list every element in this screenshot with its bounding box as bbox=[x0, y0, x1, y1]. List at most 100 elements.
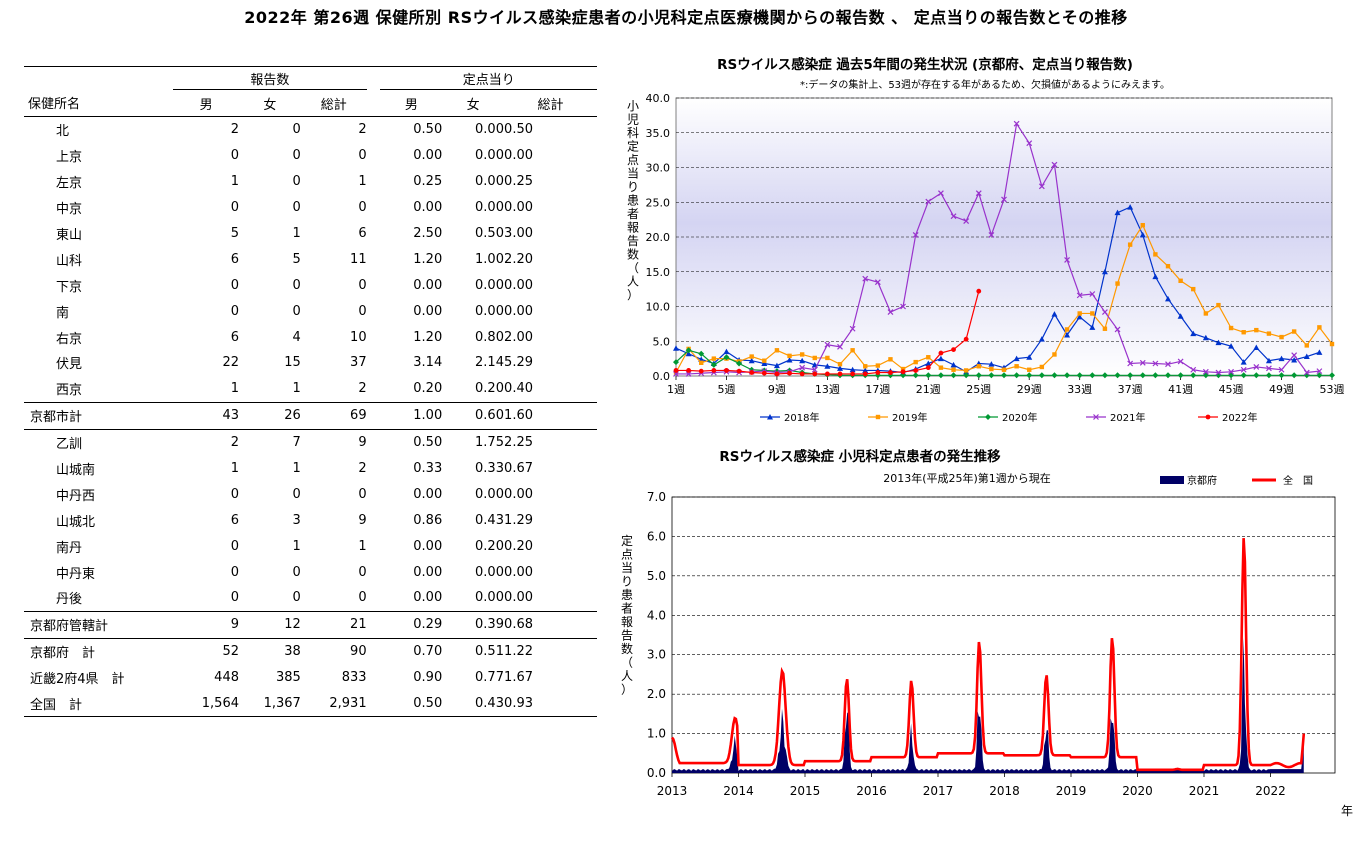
chart1-data-point bbox=[849, 325, 856, 332]
chart1-data-point bbox=[711, 356, 717, 361]
chart1-data-point bbox=[1291, 329, 1297, 334]
chart1-data-point bbox=[1215, 369, 1222, 376]
chart1-ytick-label: 30.0 bbox=[646, 162, 671, 175]
table-cell-name: 全国 計 bbox=[24, 690, 174, 718]
chart1-data-point bbox=[1114, 209, 1121, 216]
table-row: 南 0 0 0 0.00 0.00 0.00 bbox=[24, 298, 597, 324]
chart1-data-point bbox=[1254, 327, 1259, 333]
chart1-xtick-label: 5週 bbox=[717, 383, 735, 396]
table-cell-per-total: 0.00 bbox=[504, 148, 533, 164]
table-row: 全国 計 1,564 1,367 2,931 0.50 0.43 0.93 bbox=[24, 690, 597, 718]
table-cell-per-female: 0.00 bbox=[475, 564, 504, 580]
chart1-data-point bbox=[1329, 341, 1335, 347]
chart1-data-point bbox=[975, 372, 982, 379]
table-cell-total: 2 bbox=[358, 122, 367, 138]
table-cell-name: 右京 bbox=[56, 331, 83, 347]
table-cell-name: 乙訓 bbox=[56, 437, 83, 453]
chart1-data-point bbox=[900, 372, 907, 379]
chart1-data-point bbox=[1114, 372, 1121, 379]
chart1-xtick-label: 17週 bbox=[865, 383, 890, 396]
chart1-data-point bbox=[989, 366, 994, 372]
table-cell-name: 北 bbox=[56, 124, 70, 140]
table-cell-male: 0 bbox=[230, 538, 239, 554]
table-cell-total: 0 bbox=[358, 303, 367, 319]
chart1-data-point bbox=[1140, 222, 1145, 228]
table-cell-per-male: 1.20 bbox=[413, 329, 443, 345]
table-cell-per-total: 0.00 bbox=[504, 200, 533, 216]
chart2-kyoto-area bbox=[672, 637, 1304, 773]
chart1-data-point bbox=[1064, 257, 1071, 263]
chart1-data-point bbox=[1026, 354, 1033, 360]
chart1-data-point bbox=[1101, 309, 1108, 315]
table-cell-total: 2 bbox=[300, 375, 367, 403]
table-row: 北 2 0 2 0.50 0.00 0.50 bbox=[24, 117, 597, 143]
table-row: 山科 6 5 11 1.20 1.00 2.20 bbox=[24, 246, 597, 272]
table-cell-per-total: 1.67 bbox=[504, 670, 533, 686]
table-cell-female: 385 bbox=[275, 670, 301, 686]
chart1-data-point bbox=[724, 368, 729, 373]
chart1-xtick-label: 1週 bbox=[667, 383, 685, 396]
chart1-data-point bbox=[1013, 120, 1020, 127]
chart2-ytick-label: 3.0 bbox=[647, 648, 666, 662]
chart1-data-point bbox=[988, 361, 995, 367]
chart1-data-point bbox=[1064, 372, 1071, 379]
chart1-data-point bbox=[749, 370, 755, 375]
table-cell-male: 1,564 bbox=[173, 690, 239, 718]
table-cell-name: 京都府管轄計 bbox=[24, 611, 174, 639]
chart1-data-point bbox=[799, 364, 806, 371]
chart1-data-point bbox=[1038, 336, 1045, 342]
table-cell-name: 西京 bbox=[24, 375, 174, 403]
table-cell-female: 0 bbox=[292, 277, 301, 293]
chart1-data-point bbox=[950, 213, 957, 220]
chart1-data-point bbox=[799, 357, 806, 364]
col-header-name: 保健所名 bbox=[24, 89, 174, 117]
chart1-data-point bbox=[938, 350, 944, 356]
chart1-data-point bbox=[862, 367, 869, 373]
chart1-data-point bbox=[951, 347, 956, 352]
table-row: 中京 0 0 0 0.00 0.00 0.00 bbox=[24, 195, 597, 221]
chart1-xtick-label: 9週 bbox=[768, 383, 786, 396]
chart1-data-point bbox=[1115, 281, 1120, 286]
chart1-data-point bbox=[1291, 357, 1298, 363]
chart1-series-line-0 bbox=[675, 206, 1320, 374]
col-header-total: 総計 bbox=[300, 89, 367, 117]
table-spacer bbox=[366, 402, 381, 430]
table-cell-male: 1 bbox=[230, 461, 239, 477]
table-cell-female: 38 bbox=[284, 644, 301, 660]
chart1-data-point bbox=[1253, 364, 1260, 370]
table-row: 東山 5 1 6 2.50 0.50 3.00 bbox=[24, 221, 597, 247]
chart1-data-point bbox=[1102, 326, 1108, 331]
table-cell-per-male: 0.50 bbox=[413, 122, 443, 138]
table-cell-per-total: 0.68 bbox=[503, 611, 597, 639]
table-cell-female: 0 bbox=[292, 148, 301, 164]
chart1-legend-label: 2022年 bbox=[1222, 411, 1257, 424]
table-row: 山城南 1 1 2 0.33 0.33 0.67 bbox=[24, 456, 597, 482]
chart1-data-point bbox=[912, 231, 919, 238]
chart1-data-point bbox=[925, 365, 931, 371]
table-cell-per-total: 3.00 bbox=[504, 226, 533, 241]
chart1-data-point bbox=[963, 372, 970, 379]
chart1-data-point bbox=[1177, 313, 1184, 319]
chart1-data-point bbox=[736, 368, 742, 374]
col-header-per-total: 総計 bbox=[503, 89, 597, 117]
chart1-data-point bbox=[1190, 372, 1197, 379]
chart1-data-point bbox=[1127, 360, 1134, 367]
table-row: 左京 1 0 1 0.25 0.00 0.25 bbox=[24, 169, 597, 195]
table-row: 京都府 計 52 38 90 0.70 0.51 1.22 bbox=[24, 638, 597, 664]
chart1-data-point bbox=[1139, 372, 1146, 379]
table-spacer bbox=[366, 375, 381, 403]
chart1-data-point bbox=[1202, 368, 1209, 375]
table-cell-per-female: 0.80 bbox=[475, 329, 504, 345]
chart1-xtick-label: 29週 bbox=[1017, 383, 1042, 396]
chart1-data-point bbox=[685, 370, 692, 377]
chart1-ytick-label: 25.0 bbox=[646, 196, 671, 209]
chart1-data-point bbox=[976, 364, 981, 369]
chart1-data-point bbox=[1190, 330, 1197, 337]
group-header-per-sentinel: 定点当り bbox=[380, 66, 597, 90]
table-cell-male: 1 bbox=[230, 174, 239, 190]
chart1-data-point bbox=[1329, 372, 1335, 379]
table-cell-per-male: 0.00 bbox=[380, 585, 443, 612]
table-row: 京都市計 43 26 69 1.00 0.60 1.60 bbox=[24, 402, 597, 430]
table-cell-total: 69 bbox=[300, 402, 367, 430]
table-cell-per-male: 0.25 bbox=[413, 174, 443, 190]
